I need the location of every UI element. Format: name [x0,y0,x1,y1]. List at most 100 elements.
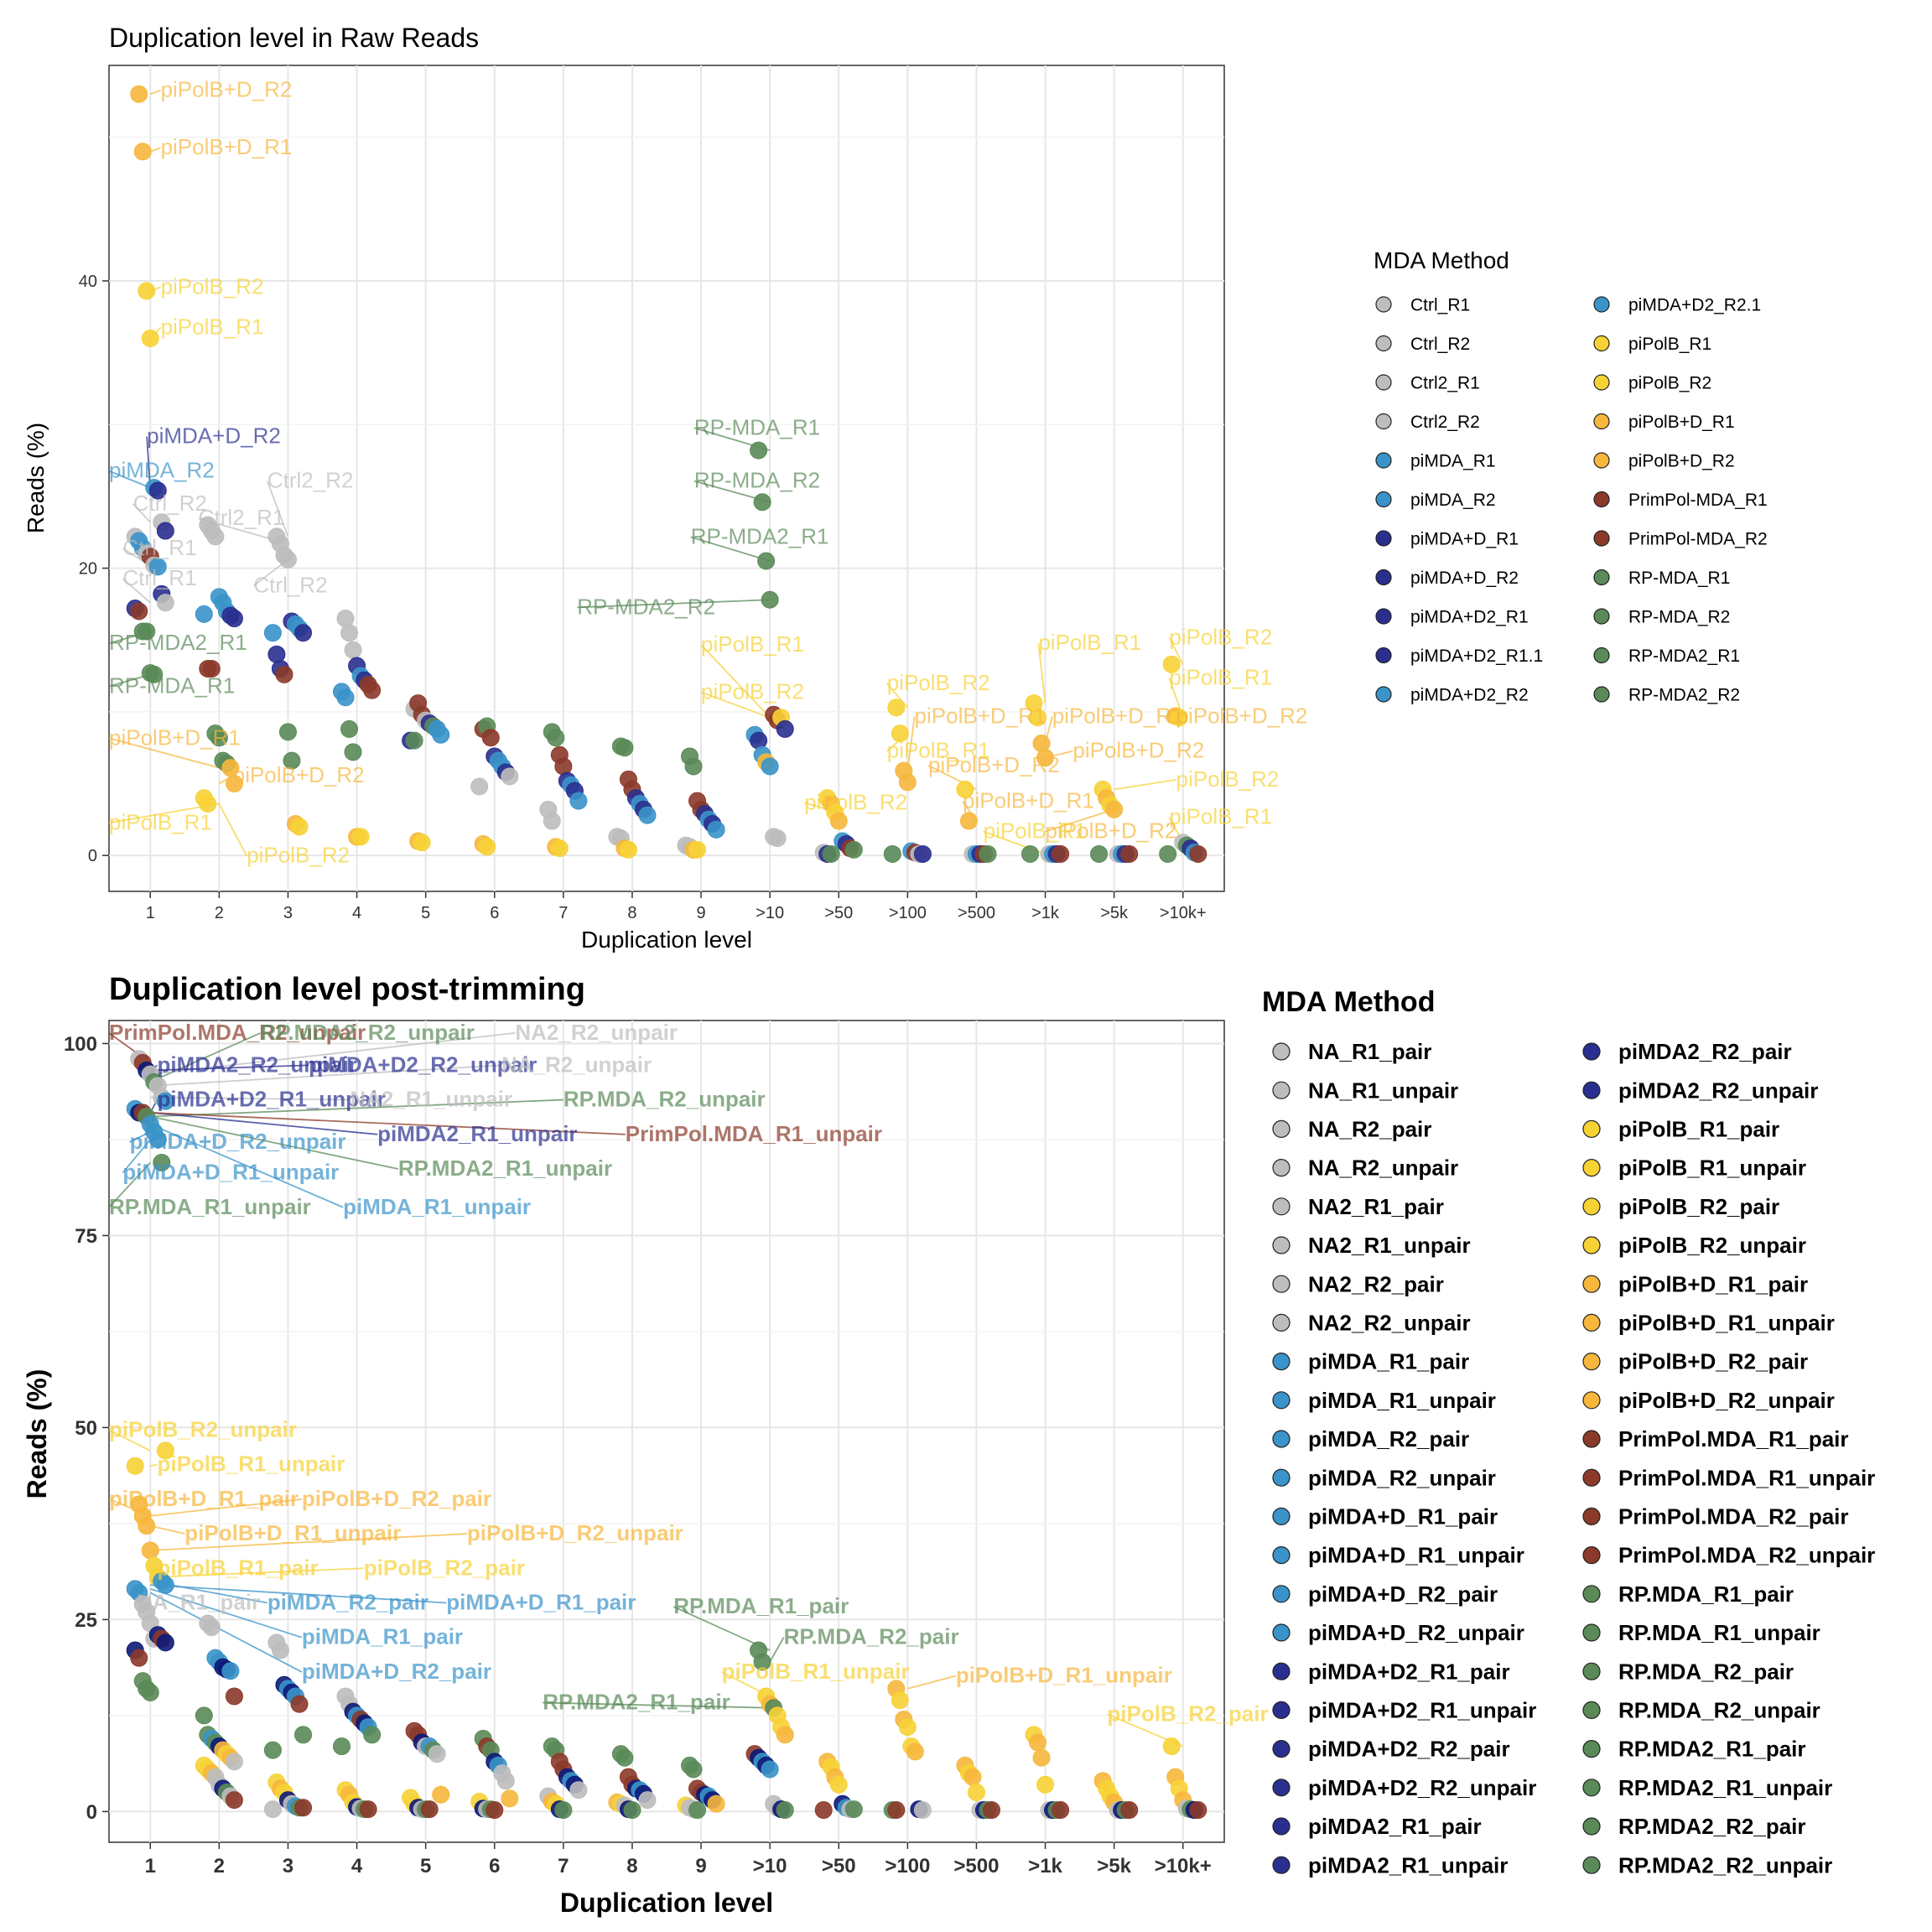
data-point [344,641,362,659]
data-point [470,777,489,796]
data-point [1105,800,1124,818]
data-point [829,1775,848,1794]
legend-label: piPolB_R1_unpair [1618,1156,1806,1181]
legend-label: Ctrl_R2 [1410,335,1470,354]
legend-key [1582,1740,1601,1758]
data-point [156,1576,174,1594]
legend-key [1593,569,1610,586]
axis-ticks: 1 2 3 4 5 6 7 8 9 >10 >50 >100 >500 >1k >5k >10k+ 0 20 40 [79,273,1207,922]
point-label: RP.MDA2_R1_pair [543,1690,730,1715]
legend-label: piMDA2_R1_unpair [1308,1852,1508,1877]
point-label: RP.MDA_R1_unpair [109,1194,311,1219]
data-point [1036,749,1055,767]
point-label: RP.MDA2_R2_unpair [261,1020,475,1045]
x-tick-label: >10 [753,1855,787,1877]
legend-label: piMDA+D_R2_unpair [1308,1620,1524,1645]
data-point [906,1742,924,1761]
legend-label: piMDA2_R2_pair [1618,1039,1792,1064]
point-label: piPolB+D_R2 [161,77,293,102]
data-point [263,1800,282,1819]
data-point [138,1517,156,1535]
legend-label: RP.MDA_R1_unpair [1618,1620,1820,1645]
data-point [822,844,840,863]
point-label: RP-MDA_R1 [109,673,235,699]
point-label: piPolB_R1 [887,738,990,763]
x-tick-label: 1 [146,904,155,922]
data-point [688,840,707,859]
label-leader [122,578,151,604]
legend-key [1375,530,1392,547]
legend-label: piMDA+D2_R1_unpair [1308,1698,1536,1723]
data-point [126,1457,144,1475]
x-axis-label: Duplication level [581,927,752,953]
point-label: PrimPol.MDA_R2_unpair [109,1020,366,1045]
data-point [569,792,588,810]
data-point [1120,1801,1139,1820]
legend-label: piMDA+D2_R1_pair [1308,1659,1510,1684]
legend-key [1582,1275,1601,1293]
x-tick-label: >10k+ [1155,1855,1212,1877]
legend-key [1582,1119,1601,1139]
label-leader [150,1112,378,1135]
legend-label: RP.MDA_R2_unpair [1618,1698,1820,1723]
legend-label: RP.MDA2_R2_unpair [1618,1852,1832,1877]
legend-key [1272,1507,1291,1526]
y-tick-label: 25 [75,1609,97,1632]
label-leader [108,470,151,489]
data-point [543,812,561,830]
data-point [413,834,431,852]
data-point [405,731,423,750]
x-tick-label: >1k [1028,1855,1062,1877]
data-point [761,757,779,776]
data-point [481,729,500,747]
label-leader [218,803,247,857]
legend-key [1582,1662,1601,1680]
legend-key [1272,1197,1291,1216]
x-tick-label: 6 [489,1855,500,1877]
x-tick-label: 2 [215,904,224,922]
data-point [501,767,519,786]
label-leader [700,644,771,719]
data-point [501,1789,519,1808]
point-label: piMDA+D_R2_unpair [130,1129,346,1154]
data-point [221,1662,240,1680]
label-leader [150,1098,564,1118]
data-point [569,1781,588,1800]
x-tick-label: 6 [490,904,499,922]
data-point [554,1801,573,1820]
data-point [278,550,297,569]
data-point [156,1441,174,1460]
label-leader [690,536,771,562]
y-tick-label: 100 [64,1033,97,1056]
legend-label: PrimPol.MDA_R1_unpair [1618,1465,1875,1490]
legend-label: NA_R1_unpair [1308,1078,1458,1103]
data-point [275,665,293,683]
legend-key [1582,1585,1601,1603]
point-label: piPolB+D_R1_unpair [184,1520,401,1545]
point-label: piPolB_R2 [701,678,804,704]
label-leader [108,737,220,769]
legend-label: piPolB+D_R1 [1628,413,1735,432]
legend-label: NA2_R2_unpair [1308,1311,1471,1336]
label-leader [266,480,289,538]
data-point [496,1772,515,1790]
legend-key [1272,1158,1291,1177]
data-point [156,522,174,540]
data-point [684,757,703,776]
legend-label: piMDA+D2_R1 [1410,607,1529,626]
legend-label: PrimPol-MDA_R1 [1628,491,1768,510]
data-point [130,1649,148,1667]
label-leader [149,1587,303,1639]
legend-label: piMDA2_R2_unpair [1618,1078,1818,1103]
legend-label: RP.MDA_R2_pair [1618,1659,1794,1684]
data-point [956,780,974,798]
data-point [776,1726,794,1744]
point-label: piPolB+D_R1 [1052,704,1184,729]
legend-label: piMDA_R2_unpair [1308,1465,1496,1490]
label-leader [1114,779,1176,791]
legend-key [1272,1313,1291,1332]
point-label: piPolB_R1 [984,818,1087,844]
y-axis-label: Reads (%) [22,1369,52,1499]
point-label: piPolB+D_R2 [1176,704,1308,729]
data-point [707,1794,725,1813]
